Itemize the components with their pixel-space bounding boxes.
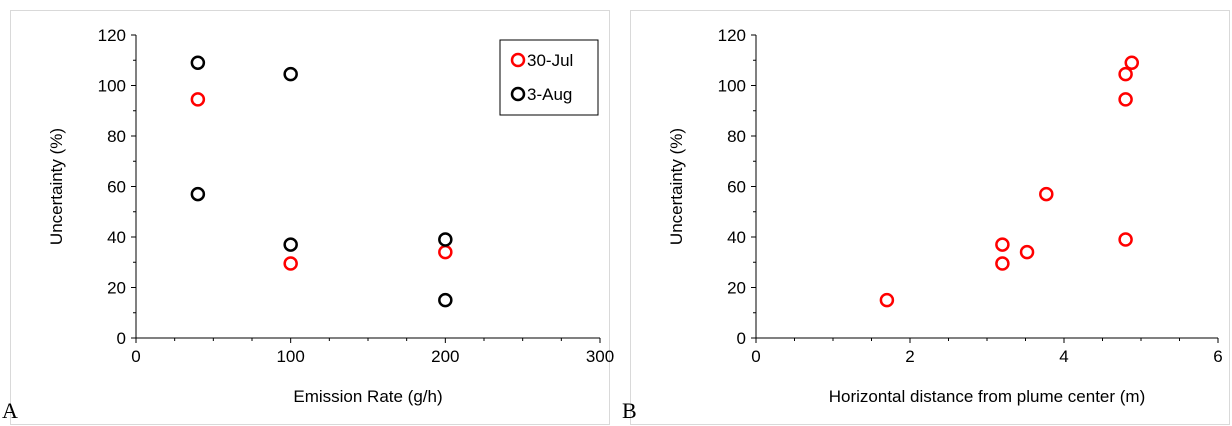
chart-a-series-0-point xyxy=(283,256,298,271)
chart-b-ytick-label: 120 xyxy=(718,26,746,45)
chart-a-xtick-label: 0 xyxy=(131,347,140,366)
chart-b-series-0-point xyxy=(1039,186,1054,202)
chart-b-series-0-point xyxy=(1124,55,1140,71)
chart-b-xtick-label: 2 xyxy=(905,347,914,366)
chart-a-y-axis-title: Uncertainty (%) xyxy=(47,128,66,245)
chart-b-series-0-point xyxy=(1019,244,1035,260)
chart-b-ytick-label: 100 xyxy=(718,77,746,96)
chart-a-ytick-label: 0 xyxy=(117,329,126,348)
chart-a-xtick-label: 300 xyxy=(586,347,614,366)
chart-a-legend-label: 3-Aug xyxy=(527,85,572,104)
chart-b-ytick-label: 80 xyxy=(727,127,746,146)
chart-a-xtick-label: 100 xyxy=(276,347,304,366)
chart-b-x-axis-title: Horizontal distance from plume center (m… xyxy=(829,387,1146,406)
chart-b-series-0-point xyxy=(995,237,1010,252)
chart-a-series-1-point xyxy=(190,186,206,202)
chart-b-xtick-label: 0 xyxy=(751,347,760,366)
chart-a-series-0-point xyxy=(438,244,453,260)
chart-b-series-0-point xyxy=(995,256,1010,271)
chart-b-series-0-point xyxy=(1118,92,1133,107)
chart-b-series-0-point xyxy=(1118,66,1133,82)
chart-a-ytick-label: 120 xyxy=(98,26,126,45)
panel-label-a: A xyxy=(2,398,18,423)
chart-b-xtick-label: 6 xyxy=(1213,347,1222,366)
chart-b-ytick-label: 20 xyxy=(727,279,746,298)
chart-b-series-0-point xyxy=(879,292,895,308)
chart-a-legend-marker xyxy=(510,86,526,102)
chart-b-y-axis-title: Uncertainty (%) xyxy=(667,128,686,245)
chart-a-ytick-label: 20 xyxy=(107,279,126,298)
chart-b-ytick-label: 0 xyxy=(737,329,746,348)
chart-b-ytick-label: 40 xyxy=(727,228,746,247)
chart-a-series-1-point xyxy=(190,55,206,71)
chart-b-series-0-point xyxy=(1118,232,1133,247)
chart-a-ytick-label: 80 xyxy=(107,127,126,146)
chart-a-ytick-label: 40 xyxy=(107,228,126,247)
chart-a-series-1-point xyxy=(438,292,453,308)
chart-a-series-1-point xyxy=(283,66,298,82)
chart-a-legend-label: 30-Jul xyxy=(527,51,573,70)
chart-b-xtick-label: 4 xyxy=(1059,347,1068,366)
panel-label-b: B xyxy=(622,398,637,423)
chart-a-series-1-point xyxy=(438,232,453,247)
chart-a-legend-box xyxy=(499,39,599,116)
chart-a-xtick-label: 200 xyxy=(431,347,459,366)
chart-a-ytick-label: 100 xyxy=(98,77,126,96)
chart-a-x-axis-title: Emission Rate (g/h) xyxy=(293,387,442,406)
chart-a-legend-marker xyxy=(510,52,526,68)
chart-a-series-0-point xyxy=(190,92,206,107)
chart-b-ytick-label: 60 xyxy=(727,178,746,197)
chart-a-series-1-point xyxy=(283,237,298,252)
chart-a-ytick-label: 60 xyxy=(107,178,126,197)
